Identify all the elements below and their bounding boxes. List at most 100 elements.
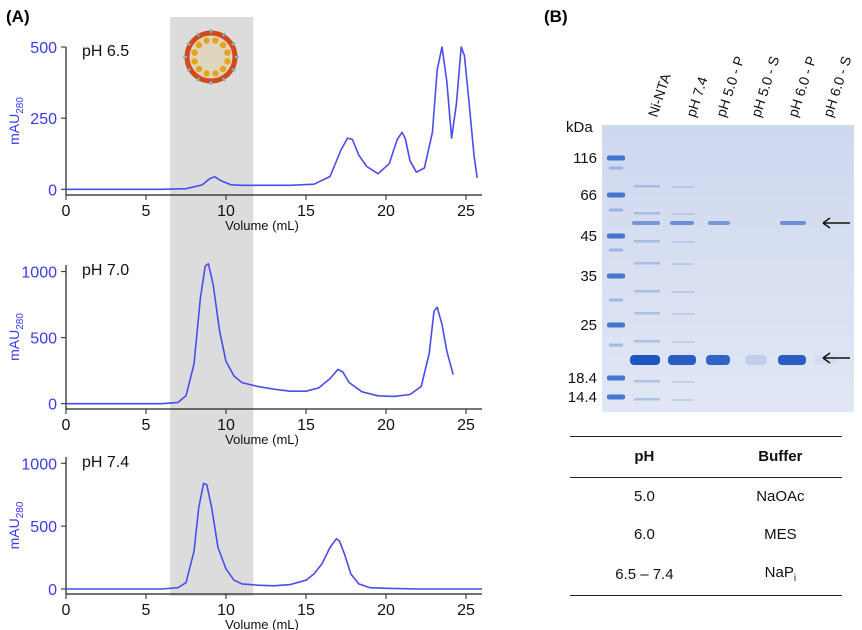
x-tick-label: 0 xyxy=(62,417,71,434)
ladder-band xyxy=(609,166,623,170)
y-tick-label: 1000 xyxy=(21,265,57,282)
y-tick-label: 500 xyxy=(30,519,57,536)
protein-band xyxy=(672,291,694,293)
ladder-band xyxy=(609,208,623,212)
protein-band xyxy=(634,312,660,315)
protein-band xyxy=(708,221,730,225)
table-header-ph: pH xyxy=(570,436,719,478)
ladder-band xyxy=(607,375,625,381)
y-axis-label: mAU280 xyxy=(6,501,26,549)
ladder-band xyxy=(607,394,625,400)
x-tick-label: 25 xyxy=(457,602,475,619)
gel-shading xyxy=(602,125,854,412)
chromatogram-trace xyxy=(66,46,478,191)
table-cell-ph: 6.0 xyxy=(633,526,655,543)
buffer-name: NaP xyxy=(764,564,794,581)
y-tick-label: 0 xyxy=(48,582,57,599)
protein-band xyxy=(634,240,660,243)
x-axis-label: Volume (mL) xyxy=(225,617,299,630)
protein-band xyxy=(672,241,694,243)
x-tick-label: 5 xyxy=(142,417,151,434)
protein-band xyxy=(672,341,694,343)
table-header-buffer: Buffer xyxy=(718,436,842,478)
x-tick-label: 0 xyxy=(62,602,71,619)
table-cell-buffer: NaPi xyxy=(718,554,842,596)
lane-label: pH 5.0 - S xyxy=(748,54,783,119)
marker-label: 66 xyxy=(580,187,597,204)
y-tick-label: 1000 xyxy=(21,456,57,473)
marker-label: 18.4 xyxy=(568,370,597,387)
x-tick-label: 20 xyxy=(377,602,395,619)
protein-band xyxy=(632,221,660,225)
x-axis-label: Volume (mL) xyxy=(225,432,299,447)
lane-label: pH 7.4 xyxy=(683,75,711,119)
ladder-band xyxy=(607,155,625,161)
lane-label: pH 5.0 - P xyxy=(713,54,748,119)
table-cell-ph: 5.0 xyxy=(633,488,655,505)
protein-band xyxy=(634,340,660,343)
x-axis-label: Volume (mL) xyxy=(225,218,299,233)
protein-band xyxy=(668,355,696,365)
ladder-band xyxy=(607,273,625,279)
nanoparticle-icon xyxy=(183,29,239,85)
table-header-row: pH Buffer xyxy=(570,436,842,478)
ph-annotation: pH 7.0 xyxy=(82,262,129,279)
protein-band xyxy=(634,380,660,383)
x-tick-label: 15 xyxy=(297,602,315,619)
protein-band xyxy=(706,355,730,365)
ladder-band xyxy=(607,233,625,239)
lane-label: pH 6.0 - P xyxy=(785,54,820,119)
lane-label: Ni-NTA xyxy=(645,71,674,119)
y-tick-label: 0 xyxy=(48,182,57,199)
x-tick-label: 5 xyxy=(142,602,151,619)
protein-band xyxy=(634,290,660,293)
x-tick-label: 20 xyxy=(377,417,395,434)
marker-label: 25 xyxy=(580,317,597,334)
protein-band xyxy=(670,221,694,225)
marker-label: 116 xyxy=(573,150,597,167)
ladder-band xyxy=(607,192,625,198)
x-tick-label: 20 xyxy=(377,203,395,220)
protein-band xyxy=(672,213,694,215)
arrow-icon xyxy=(822,217,850,229)
protein-band xyxy=(780,221,806,225)
lane-label: pH 6.0 - S xyxy=(820,54,855,119)
ph-annotation: pH 6.5 xyxy=(82,43,129,60)
ladder-band xyxy=(607,322,625,328)
x-tick-label: 10 xyxy=(217,417,235,434)
protein-band xyxy=(672,399,694,401)
gel-unit-label: kDa xyxy=(566,119,593,136)
x-tick-label: 10 xyxy=(217,203,235,220)
buffer-subscript: i xyxy=(793,573,797,584)
ladder-band xyxy=(609,248,623,252)
protein-band xyxy=(630,355,660,365)
y-tick-label: 500 xyxy=(30,331,57,348)
protein-band xyxy=(672,263,694,265)
protein-band xyxy=(634,262,660,265)
shaded-region xyxy=(170,17,254,596)
marker-label: 45 xyxy=(580,228,597,245)
chromatogram-2: 0 5 10 15 20 25 0 500 1000 Volume (mL) mAU280 pH 7.… xyxy=(6,262,482,447)
marker-label: 14.4 xyxy=(568,389,597,406)
x-tick-label: 10 xyxy=(217,602,235,619)
y-tick-label: 0 xyxy=(48,397,57,414)
arrow-icon xyxy=(822,352,850,364)
table-row: 6.0 MES xyxy=(570,516,842,554)
protein-band xyxy=(672,186,694,188)
chromatogram-trace xyxy=(66,482,482,590)
protein-band xyxy=(778,355,806,365)
ladder-band xyxy=(609,298,623,302)
x-tick-label: 25 xyxy=(457,203,475,220)
y-tick-label: 500 xyxy=(30,40,57,57)
protein-band xyxy=(634,398,660,401)
panel-b-label: (B) xyxy=(544,7,568,26)
y-tick-label: 250 xyxy=(30,111,57,128)
chromatogram-3: 0 5 10 15 20 25 0 500 1000 Volume (mL) mAU280 pH 7.… xyxy=(6,454,482,630)
chromatogram-trace xyxy=(66,262,454,405)
table-cell-buffer: MES xyxy=(764,526,797,543)
table-row: 5.0 NaOAc xyxy=(570,478,842,517)
